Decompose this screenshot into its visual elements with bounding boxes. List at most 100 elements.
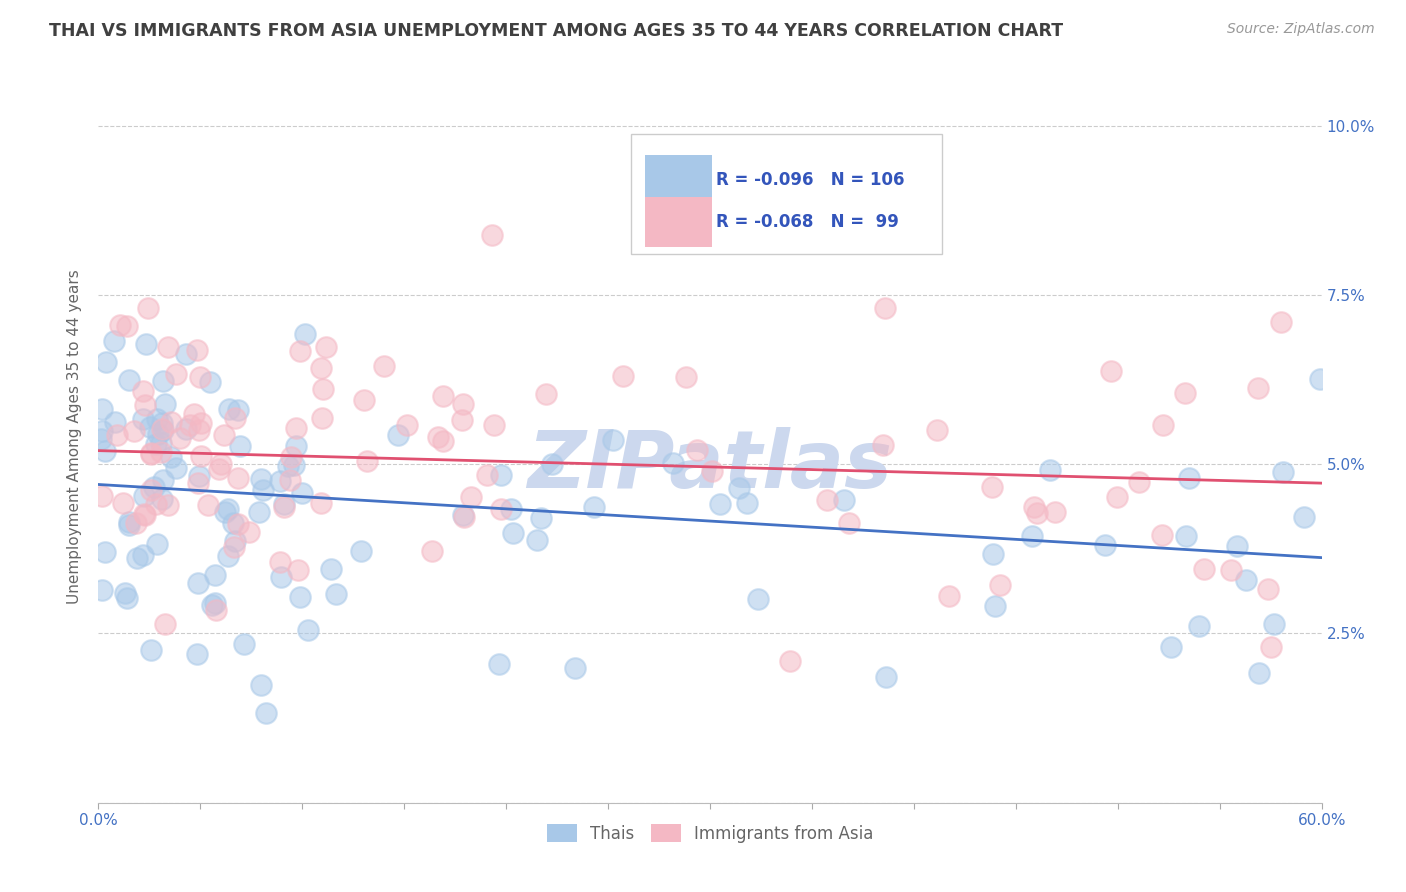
Point [132,548,155,562]
Point [453,509,475,524]
Point [150,422,173,436]
Point [488,657,510,672]
Point [209,457,232,471]
Point [226,471,249,485]
Point [451,508,474,522]
Point [1174,386,1197,401]
Point [1026,506,1049,520]
Point [602,433,624,447]
Point [165,367,187,381]
Point [460,490,482,504]
Point [204,567,226,582]
Point [350,544,373,558]
Point [118,515,141,529]
Point [291,485,314,500]
Text: Source: ZipAtlas.com: Source: ZipAtlas.com [1227,22,1375,37]
Point [815,492,838,507]
Point [269,475,291,489]
Point [491,501,513,516]
Point [224,533,246,548]
Point [232,637,254,651]
Point [287,562,309,576]
Point [1152,417,1174,432]
Point [675,369,697,384]
Point [325,587,347,601]
Point [150,436,173,450]
Point [90,432,112,446]
Point [139,447,162,461]
Point [1309,372,1331,386]
Point [152,423,174,437]
Point [927,423,949,437]
Point [104,415,127,429]
Point [315,340,337,354]
Point [90,489,112,503]
Point [319,562,342,576]
Point [122,425,145,439]
Point [1263,617,1285,632]
Point [1188,619,1211,633]
Point [152,375,174,389]
Point [541,457,564,471]
Text: R = -0.068   N =  99: R = -0.068 N = 99 [716,213,898,231]
Point [728,481,751,495]
Point [217,501,239,516]
Point [373,359,395,373]
Point [156,340,179,354]
Point [94,444,117,458]
Point [280,450,302,464]
Point [1247,665,1270,680]
Point [269,555,291,569]
Point [273,500,295,514]
Point [1192,562,1215,576]
Point [125,551,148,566]
Text: R = -0.096   N = 106: R = -0.096 N = 106 [716,170,904,188]
Point [183,407,205,421]
Point [148,426,170,441]
Point [112,496,135,510]
Point [353,393,375,408]
Legend: Thais, Immigrants from Asia: Thais, Immigrants from Asia [540,818,880,849]
Point [1247,381,1270,395]
Point [197,498,219,512]
Point [475,467,498,482]
Point [290,590,312,604]
Point [134,508,156,522]
Point [1174,529,1197,543]
Point [311,496,333,510]
Point [387,427,409,442]
Y-axis label: Unemployment Among Ages 35 to 44 years: Unemployment Among Ages 35 to 44 years [67,269,83,605]
Point [875,670,897,684]
Point [91,583,114,598]
Point [872,438,894,452]
Point [105,428,128,442]
Point [94,545,117,559]
Point [832,493,855,508]
Point [208,462,231,476]
Point [612,369,634,384]
Point [176,347,198,361]
Point [938,590,960,604]
Point [482,417,505,432]
Point [108,318,131,333]
Point [201,598,224,612]
Point [198,375,221,389]
Point [165,461,187,475]
Point [1226,539,1249,553]
Point [277,458,299,473]
Point [217,549,239,563]
Point [136,301,159,316]
Point [983,599,1005,614]
Point [94,355,117,369]
Point [451,396,474,410]
Point [139,446,162,460]
Point [990,578,1012,592]
Point [149,444,172,458]
Point [190,416,212,430]
Point [226,403,249,417]
Point [132,490,155,504]
Point [153,616,176,631]
Point [188,370,211,384]
Point [139,483,162,497]
Point [735,496,758,510]
